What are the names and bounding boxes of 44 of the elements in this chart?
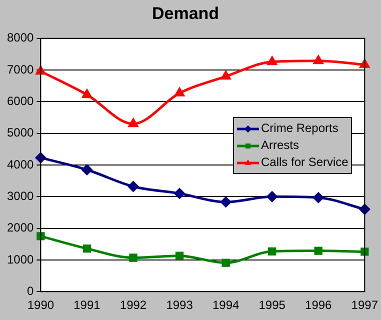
chart-title: Demand [152, 4, 220, 23]
point [129, 254, 138, 262]
point [36, 232, 45, 240]
y-tick-label: 1000 [6, 252, 34, 266]
point [267, 56, 277, 66]
y-tick-label: 2000 [6, 220, 34, 235]
point [128, 181, 139, 192]
point [314, 246, 322, 255]
y-tick-label: 7000 [6, 62, 34, 76]
y-tick-label: 5000 [6, 126, 34, 140]
point [220, 196, 232, 208]
point [360, 248, 369, 256]
legend-label: Arrests [261, 137, 300, 154]
point [174, 188, 185, 199]
point [82, 164, 92, 175]
point [313, 192, 324, 203]
x-tick-label: 1991 [74, 298, 101, 312]
point [35, 152, 46, 163]
point [221, 71, 231, 80]
point [268, 247, 276, 256]
legend-label: Calls for Service [261, 154, 348, 171]
point [36, 66, 46, 75]
x-tick-label: 1997 [351, 298, 378, 312]
y-tick-label: 4000 [6, 157, 34, 172]
point [266, 191, 278, 202]
point [82, 89, 92, 98]
point [222, 258, 230, 267]
y-tick-label: 3000 [6, 188, 34, 203]
x-tick-label: 1993 [166, 298, 194, 312]
legend-label: Crime Reports [261, 120, 338, 137]
x-tick-label: 1990 [27, 298, 54, 312]
point [359, 204, 370, 215]
y-tick-label: 0 [27, 284, 34, 298]
point [360, 59, 370, 68]
y-tick-label: 6000 [6, 94, 34, 108]
point [82, 244, 92, 253]
point [175, 252, 184, 260]
x-tick-label: 1992 [120, 298, 147, 312]
point [174, 88, 184, 96]
x-tick-label: 1994 [212, 298, 240, 312]
x-tick-label: 1995 [258, 298, 286, 312]
point [314, 56, 324, 64]
y-tick-label: 8000 [6, 30, 34, 45]
x-tick-label: 1996 [305, 298, 332, 312]
